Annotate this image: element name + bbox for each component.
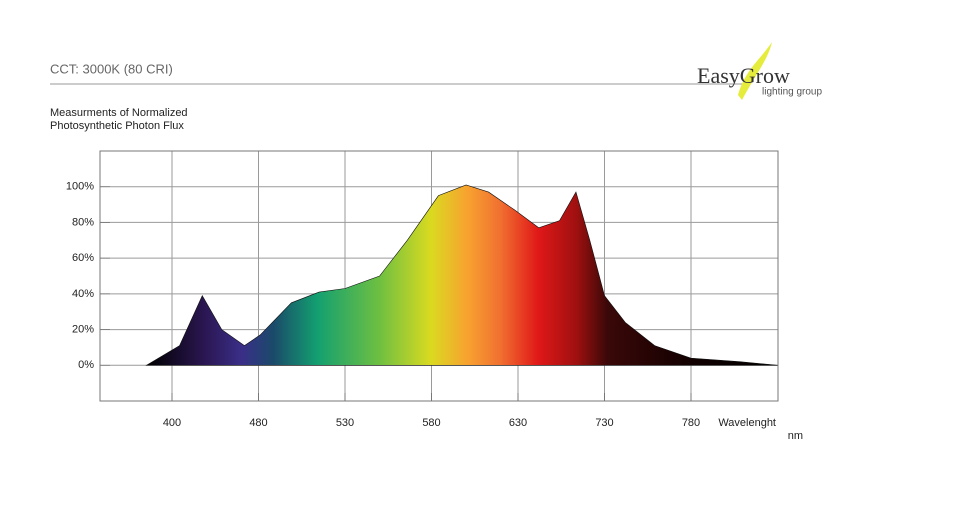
x-tick-label: 780: [682, 417, 700, 429]
subtitle: Photosynthetic Photon Flux: [50, 120, 184, 132]
x-tick-label: 530: [336, 417, 354, 429]
x-tick-label: 580: [422, 417, 440, 429]
plot-frame: [99, 150, 779, 402]
y-tick-label: 20%: [72, 323, 94, 335]
logo-tagline: lighting group: [762, 87, 822, 98]
y-tick-label: 40%: [72, 288, 94, 300]
y-tick-label: 80%: [72, 216, 94, 228]
x-tick-label: 480: [249, 417, 267, 429]
subtitle: Measurments of Normalized: [50, 107, 188, 119]
y-tick-label: 0%: [78, 359, 94, 371]
x-tick-label: 730: [595, 417, 613, 429]
y-tick-label: 60%: [72, 252, 94, 264]
x-axis-label: nm: [788, 430, 803, 442]
spectrum-area: [145, 184, 779, 366]
plot-area: 0% 20% 40% 60% 80% 100% 400 480 530 580 630 730 780: [66, 151, 779, 429]
x-tick-label: 400: [163, 417, 181, 429]
x-axis-label: Wavelenght: [718, 417, 776, 429]
chart-title: CCT: 3000K (80 CRI): [50, 61, 173, 76]
y-tick-label: 100%: [66, 181, 94, 193]
logo-name: EasyGrow: [697, 63, 790, 88]
logo-leaf: [738, 42, 772, 100]
x-tick-label: 630: [509, 417, 527, 429]
